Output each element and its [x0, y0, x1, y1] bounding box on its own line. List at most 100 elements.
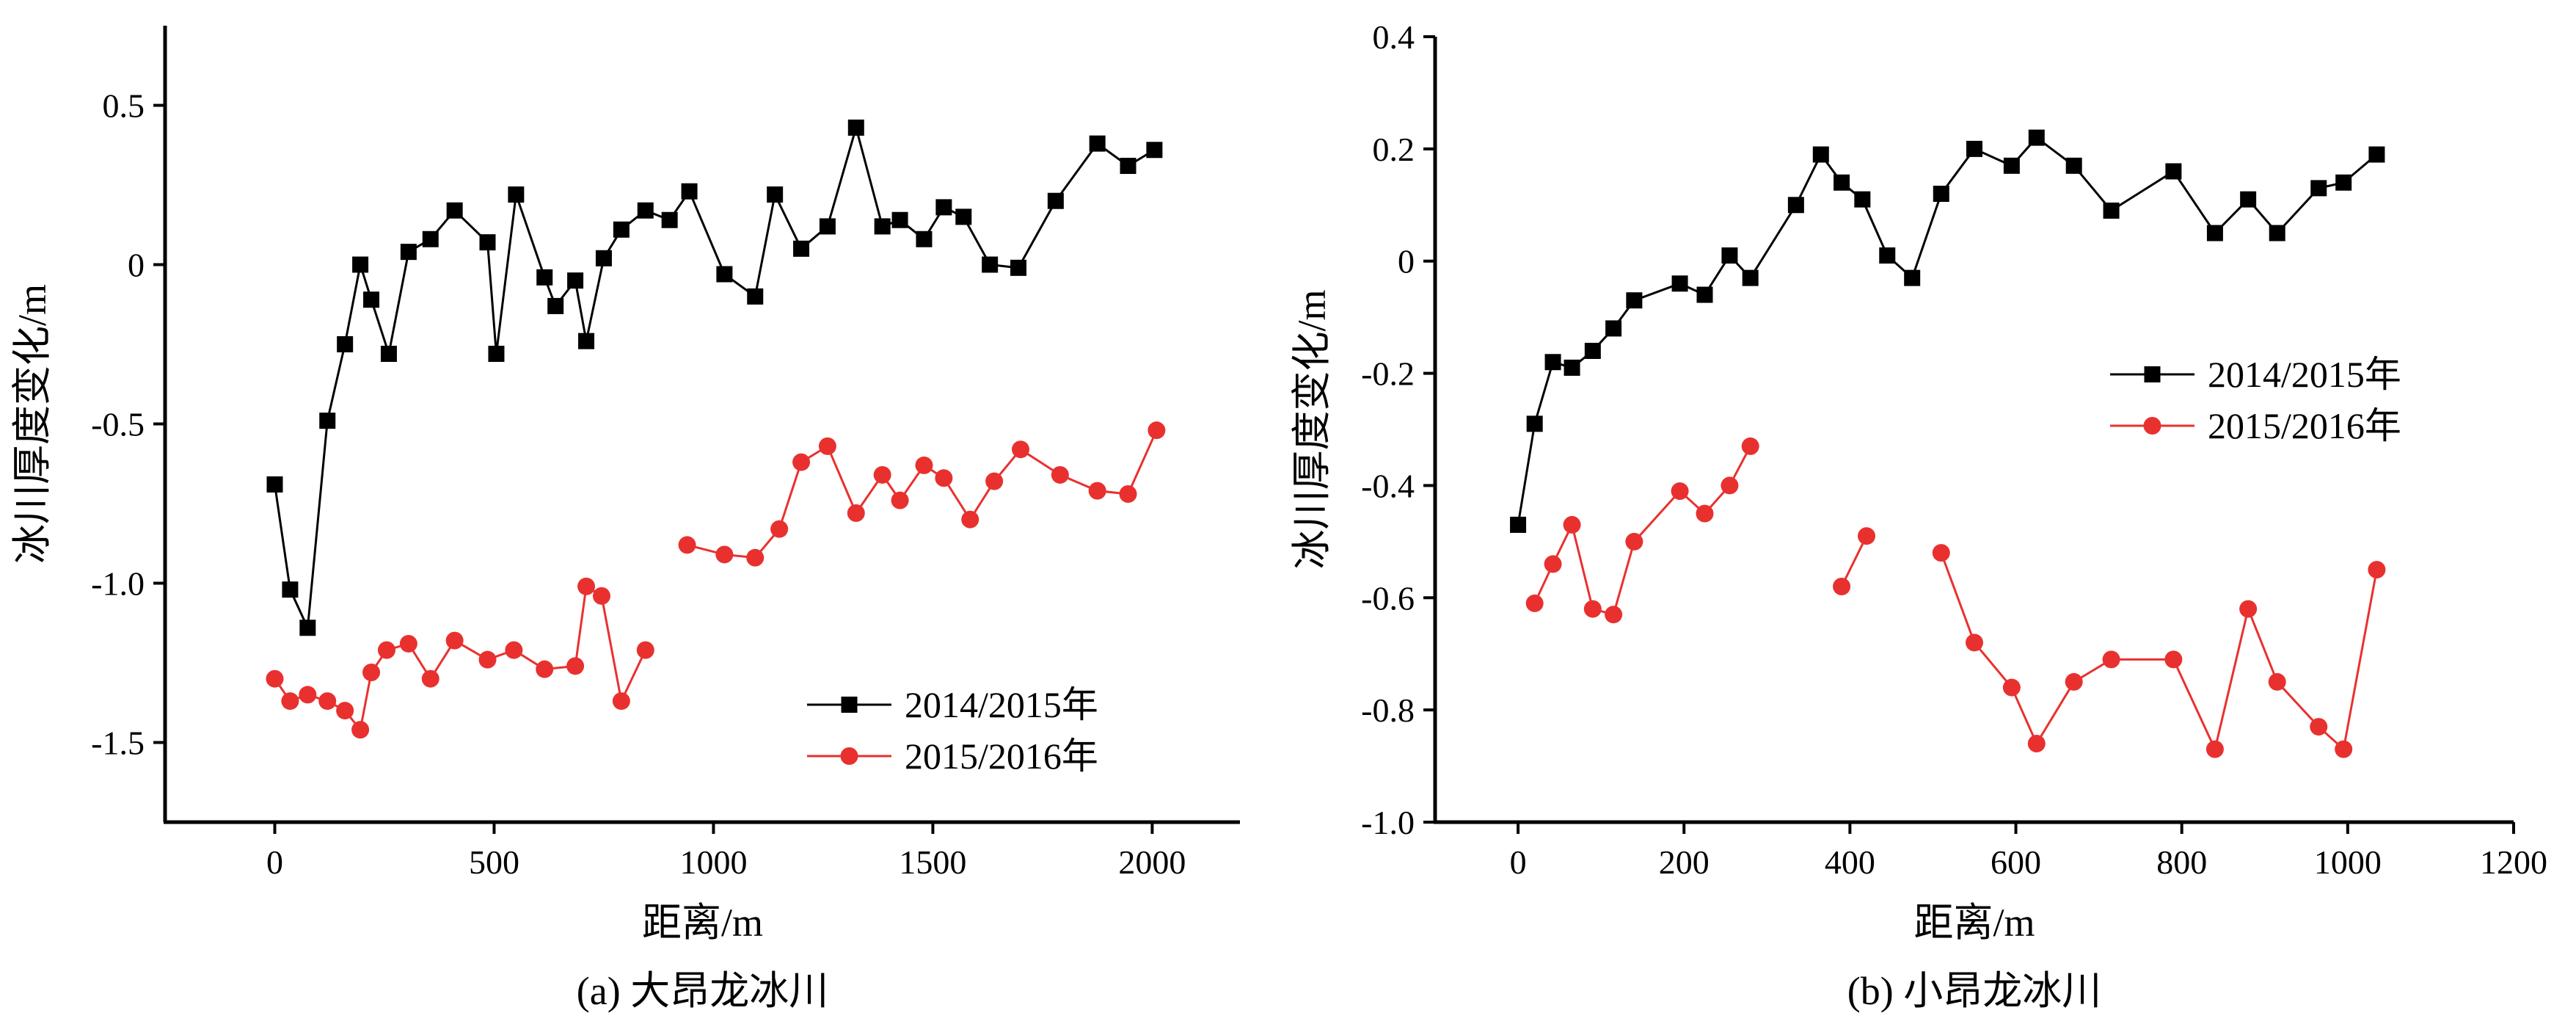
data-point-circle [1012, 440, 1030, 459]
legend: 2014/2015年 2015/2016年 [2110, 354, 2401, 446]
data-point-circle [281, 692, 299, 711]
series-red [1525, 437, 2386, 758]
data-point-square [2368, 146, 2385, 163]
data-point-circle [377, 641, 395, 659]
x-tick-label: 0 [1510, 843, 1527, 881]
data-point-square [935, 199, 952, 216]
data-point-circle [746, 548, 765, 567]
data-point-circle [2205, 740, 2224, 758]
data-point-circle [935, 469, 953, 487]
y-axis-label: 冰川厚度变化/m [10, 284, 54, 564]
data-point-circle [612, 692, 630, 711]
data-point-square [874, 218, 891, 235]
data-point-circle [1088, 482, 1106, 500]
data-point-circle [478, 650, 497, 669]
x-tick-label: 800 [2156, 843, 2207, 881]
y-tick-label: 0.5 [103, 87, 145, 125]
data-point-circle [2268, 672, 2286, 691]
data-point-circle [577, 577, 596, 595]
data-point-circle [1671, 482, 1689, 501]
data-point-square [1787, 197, 1804, 214]
data-point-circle [2368, 561, 2386, 579]
data-point-circle [1051, 465, 1069, 484]
data-point-circle [318, 692, 337, 711]
data-point-square [1834, 174, 1850, 191]
data-point-square [1564, 359, 1580, 376]
data-point-circle [2065, 672, 2083, 691]
data-point-circle [985, 472, 1004, 490]
legend-label: 2015/2016年 [2208, 405, 2401, 446]
data-point-circle [891, 491, 909, 509]
data-point-square [1721, 247, 1738, 264]
series-line [687, 429, 1158, 559]
data-point-square [681, 183, 698, 200]
data-point-square [282, 581, 299, 598]
x-tick-label: 2000 [1118, 843, 1186, 881]
data-point-square [1671, 275, 1688, 292]
data-point-square [716, 266, 733, 283]
y-tick-label: -1.0 [91, 565, 145, 603]
y-tick-label: -0.8 [1361, 691, 1415, 729]
data-point-square [793, 240, 810, 257]
data-point-square [637, 202, 654, 219]
data-point-circle [1741, 437, 1759, 455]
data-point-square [299, 620, 316, 636]
data-point-square [613, 221, 630, 238]
x-tick-label: 600 [1991, 843, 2041, 881]
data-point-circle [351, 721, 370, 739]
data-point-square [982, 256, 999, 273]
legend-marker-square [841, 697, 858, 713]
data-point-square [2065, 157, 2082, 174]
series-line [1533, 446, 1752, 617]
data-point-square [1584, 343, 1601, 359]
series-line [1840, 535, 1868, 587]
data-point-square [2028, 129, 2045, 146]
data-point-square [955, 208, 972, 225]
data-point-square [2206, 225, 2223, 242]
data-point-square [2240, 191, 2257, 208]
data-point-square [400, 244, 417, 261]
data-point-circle [421, 669, 439, 688]
data-point-circle [915, 456, 933, 474]
data-point-circle [1544, 555, 1562, 573]
data-point-circle [715, 545, 734, 564]
data-point-square [1904, 269, 1921, 286]
data-point-circle [1966, 633, 1983, 652]
data-point-square [595, 250, 612, 266]
data-point-circle [818, 437, 836, 455]
data-point-circle [770, 520, 789, 538]
data-point-square [1010, 259, 1027, 276]
data-point-square [380, 346, 397, 363]
data-point-circle [399, 634, 417, 653]
data-point-circle [1625, 532, 1643, 551]
data-point-square [2003, 157, 2020, 174]
data-point-circle [445, 631, 464, 650]
data-point-circle [792, 453, 811, 471]
panel-caption: (a) 大昂龙冰川 [577, 969, 828, 1013]
data-point-circle [1525, 594, 1544, 612]
data-point-square [916, 230, 933, 247]
y-tick-label: -0.5 [91, 406, 145, 443]
x-tick-label: 200 [1659, 843, 1710, 881]
data-point-square [266, 476, 283, 493]
data-point-square [1933, 186, 1949, 202]
y-tick-label: 0.4 [1373, 18, 1415, 56]
data-point-square [508, 186, 525, 203]
data-point-square [567, 272, 584, 289]
data-point-circle [1833, 578, 1851, 595]
data-point-circle [1858, 527, 1875, 545]
data-point-circle [2310, 718, 2328, 736]
line-chart-a: 0 500 1000 1500 2000 0.5 0 -0.5 -1.0 -1.5 距离/m 冰川厚度… [10, 26, 1240, 1013]
x-axis-label: 距离/m [1913, 901, 2035, 945]
data-point-circle [1932, 544, 1950, 562]
y-tick-label: 0 [1398, 243, 1415, 280]
data-point-circle [636, 641, 654, 659]
data-point-circle [1721, 476, 1739, 495]
data-point-circle [961, 510, 979, 529]
data-point-square [319, 413, 336, 429]
data-point-square [1047, 192, 1064, 209]
data-point-square [1526, 415, 1543, 432]
series-red [266, 421, 1166, 739]
data-point-square [1966, 140, 1982, 157]
data-point-square [363, 291, 380, 308]
